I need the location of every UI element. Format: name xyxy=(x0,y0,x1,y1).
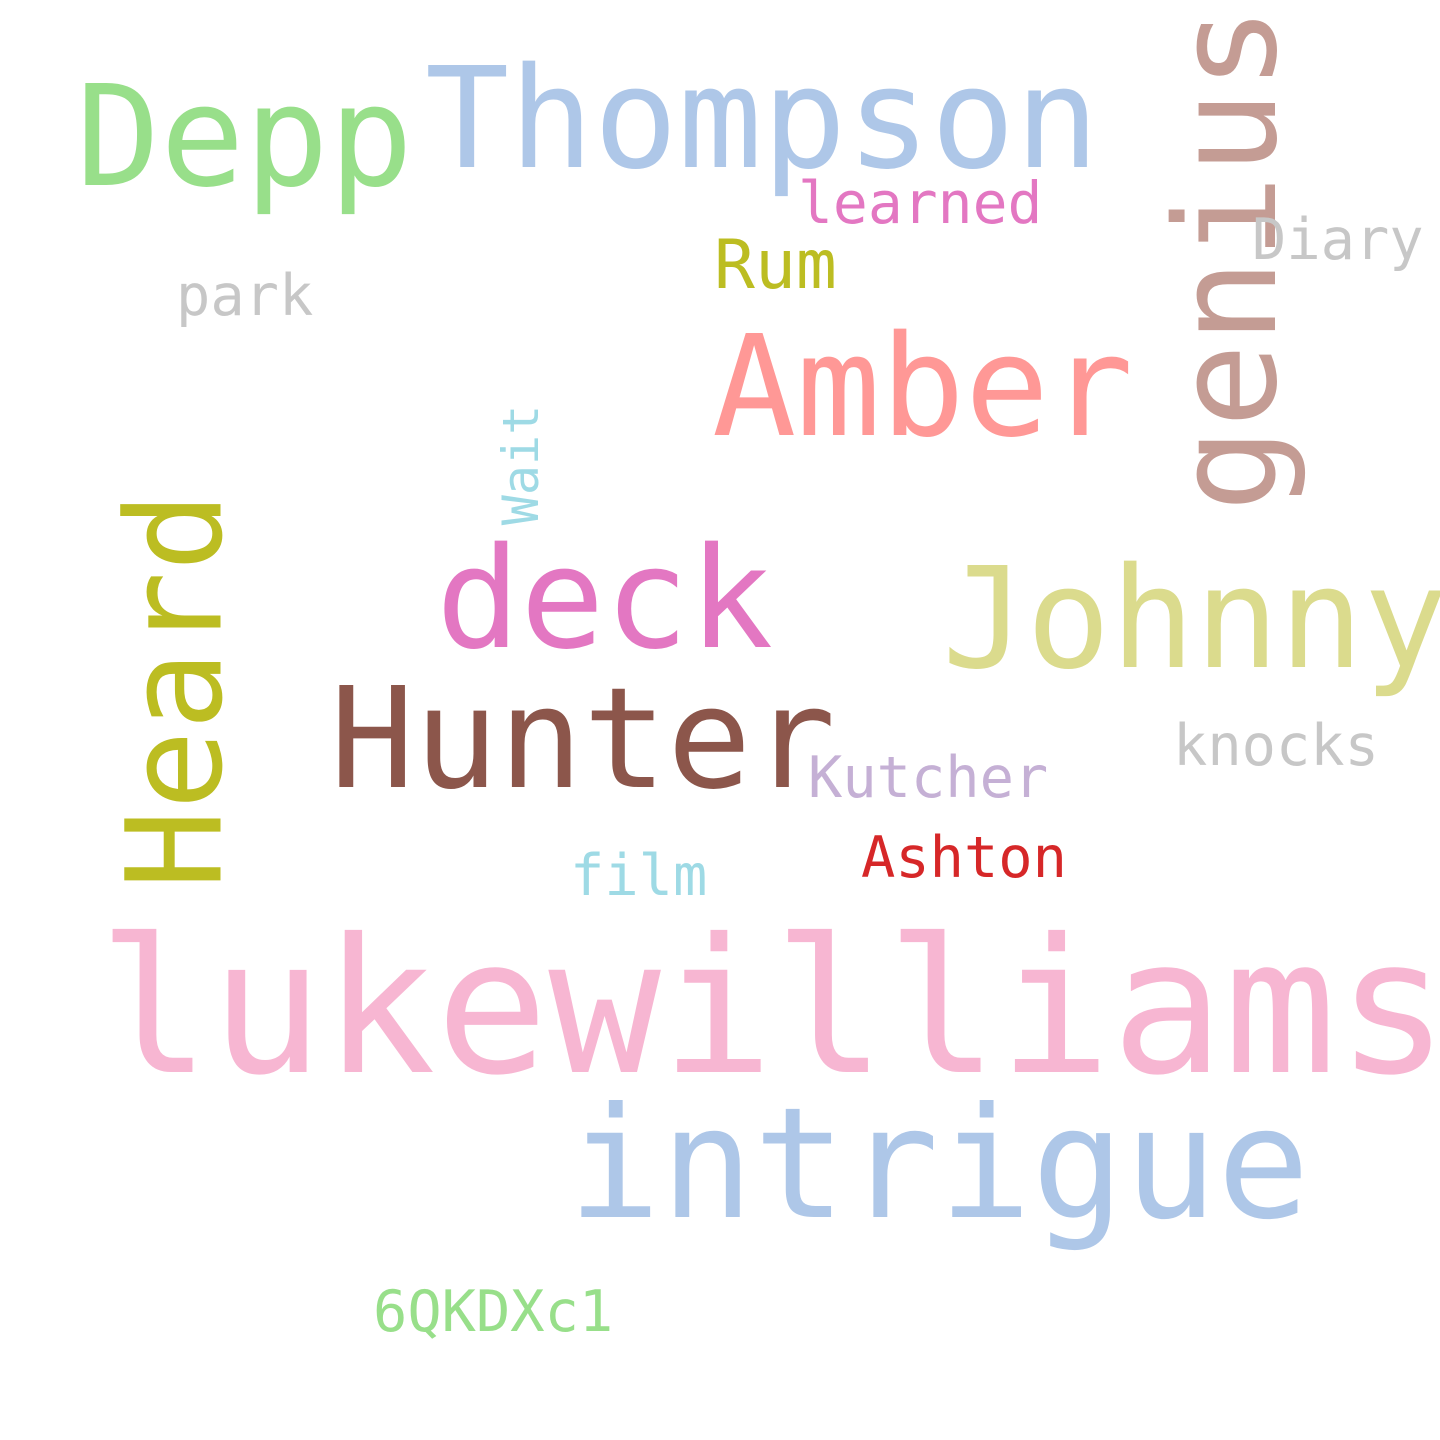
word-heard: Heard xyxy=(98,491,253,890)
word-film: film xyxy=(570,843,708,909)
word-lukewilliamss: lukewilliamss xyxy=(98,899,1440,1117)
word-hunter: Hunter xyxy=(330,658,836,821)
word-thompson: Thompson xyxy=(425,38,1100,201)
word-learned: learned xyxy=(798,169,1043,237)
word-amber: Amber xyxy=(712,306,1134,469)
word-kutcher: Kutcher xyxy=(808,745,1049,811)
word-ashton: Ashton xyxy=(861,825,1067,891)
word-diary: Diary xyxy=(1252,207,1424,273)
word-johnny: Johnny xyxy=(942,538,1440,701)
word-depp: Depp xyxy=(76,56,414,219)
word-rum: Rum xyxy=(714,226,837,305)
word-wait: Wait xyxy=(492,404,550,526)
word-park: park xyxy=(176,263,314,329)
word-intrigue: intrigue xyxy=(568,1075,1310,1254)
word-6qkdxc1: 6QKDXc1 xyxy=(373,1279,614,1345)
word-knocks: knocks xyxy=(1173,713,1379,779)
word-deck: deck xyxy=(436,518,774,681)
